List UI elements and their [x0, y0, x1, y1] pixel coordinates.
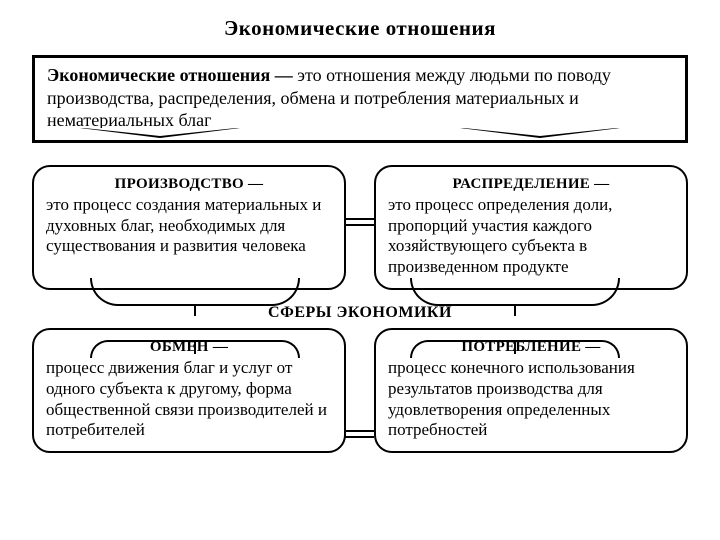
connector-v-right [514, 304, 516, 316]
connector-h-bottom-2 [344, 436, 374, 438]
box-distribution-body: это процесс определения доли, пропорций … [388, 195, 674, 278]
connector-h-bottom-1 [344, 430, 374, 432]
connector-trapezoid-right-inner [464, 128, 616, 136]
box-distribution-heading: РАСПРЕДЕЛЕНИЕ — [388, 175, 674, 193]
connector-arc-right [410, 278, 620, 306]
connector-arc-left-2 [90, 340, 300, 358]
page-title: Экономические отношения [0, 0, 720, 49]
definition-lead: Экономические отношения — [47, 65, 293, 85]
box-distribution: РАСПРЕДЕЛЕНИЕ — это процесс определения … [374, 165, 688, 290]
connector-arc-left [90, 278, 300, 306]
connector-h-top-1 [344, 218, 374, 220]
connector-arc-right-2 [410, 340, 620, 358]
box-consumption-body: процесс конечного использования результа… [388, 358, 674, 441]
box-production-body: это процесс создания материальных и духо… [46, 195, 332, 257]
row-top: ПРОИЗВОДСТВО — это процесс создания мате… [32, 165, 688, 290]
box-production: ПРОИЗВОДСТВО — это процесс создания мате… [32, 165, 346, 290]
connector-v-left [194, 304, 196, 316]
box-exchange-body: процесс движения благ и услуг от одного … [46, 358, 332, 441]
mid-label: СФЕРЫ ЭКОНОМИКИ [0, 304, 720, 322]
box-production-heading: ПРОИЗВОДСТВО — [46, 175, 332, 193]
connector-h-top-2 [344, 224, 374, 226]
connector-trapezoid-left-inner [84, 128, 236, 136]
